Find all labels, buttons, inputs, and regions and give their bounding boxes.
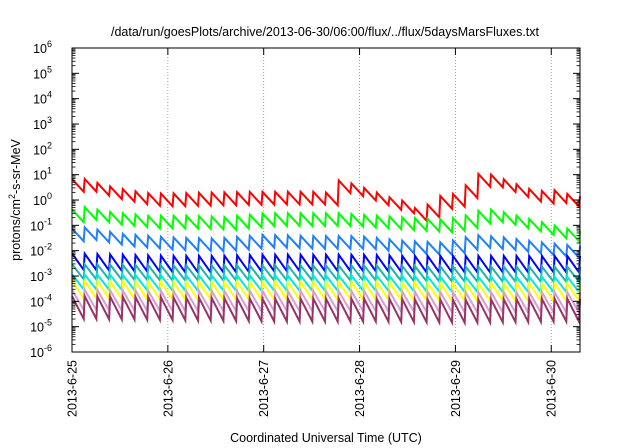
series-line-3 — [71, 225, 581, 260]
y-tick-label: 101 — [33, 166, 52, 183]
y-axis-label-base: protons/cm — [9, 199, 23, 261]
y-tick-label: 102 — [33, 140, 52, 157]
y-tick-label: 10-1 — [30, 216, 52, 233]
x-axis-label: Coordinated Universal Time (UTC) — [230, 431, 422, 445]
y-axis-label-rest: -s-sr-MeV — [9, 138, 23, 194]
y-tick-label: 103 — [33, 115, 52, 132]
y-tick-label: 104 — [33, 90, 52, 107]
series-line-2 — [71, 204, 581, 244]
x-tick-label: 2013-6-28 — [353, 360, 367, 417]
x-tick-label: 2013-6-30 — [545, 360, 559, 417]
y-tick-label: 10-2 — [30, 242, 52, 259]
x-tick-label: 2013-6-25 — [66, 360, 80, 417]
y-axis-label: protons/cm2-s-sr-MeV — [7, 138, 23, 260]
x-tick-label: 2013-6-27 — [257, 360, 271, 417]
y-tick-label: 105 — [33, 64, 52, 81]
y-tick-label: 10-3 — [30, 267, 52, 284]
y-tick-label: 106 — [33, 39, 52, 56]
y-tick-label: 10-6 — [30, 343, 52, 360]
x-tick-label: 2013-6-26 — [161, 360, 175, 417]
series-line-9 — [71, 292, 581, 327]
y-axis-label-sup: 2 — [7, 194, 17, 199]
x-axis: 2013-6-25 2013-6-26 2013-6-27 2013-6-28 2013… — [66, 48, 559, 417]
y-tick-label: 100 — [33, 191, 52, 208]
y-tick-label: 10-4 — [30, 292, 52, 309]
x-tick-label: 2013-6-29 — [449, 360, 463, 417]
y-tick-label: 10-5 — [30, 318, 52, 335]
y-axis: 106 105 104 103 102 101 100 10-1 10-2 10-3 10-4 10-… — [30, 39, 580, 360]
series-layer — [71, 171, 581, 327]
chart-title: /data/run/goesPlots/archive/2013-06-30/0… — [111, 25, 540, 39]
series-line-1 — [71, 171, 581, 224]
